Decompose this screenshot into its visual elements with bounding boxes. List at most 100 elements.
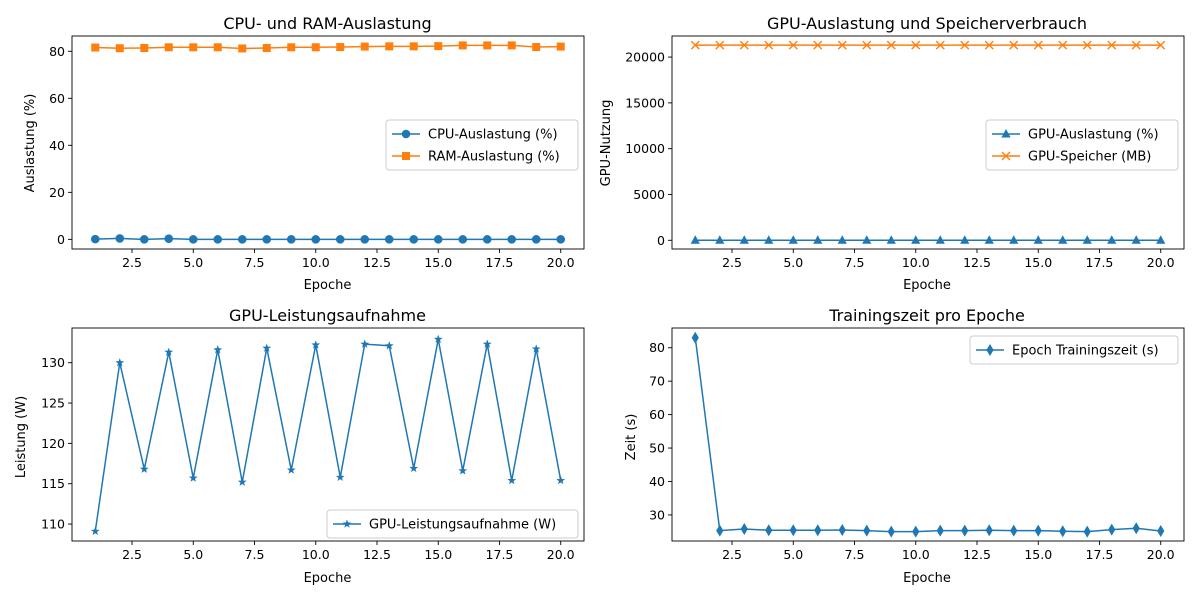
axes-frame <box>671 327 1185 542</box>
x-tick-label: 12.5 <box>363 547 391 562</box>
data-point <box>1010 524 1018 537</box>
y-axis-label: Zeit (s) <box>624 414 639 461</box>
marker-stroke <box>1001 151 1011 161</box>
data-point <box>507 235 517 244</box>
marker-stroke <box>788 40 798 50</box>
data-point <box>311 43 320 52</box>
data-point <box>739 40 749 50</box>
y-tick-label: 125 <box>41 396 65 411</box>
data-point <box>433 334 443 344</box>
x-tick-label: 7.5 <box>245 255 265 270</box>
data-point <box>286 235 296 244</box>
y-tick-label: 0 <box>657 233 665 248</box>
data-point <box>188 235 198 244</box>
data-point <box>985 524 993 537</box>
data-point <box>336 43 345 52</box>
data-point <box>556 475 566 485</box>
y-tick-label: 110 <box>41 517 65 532</box>
axes-frame <box>71 327 585 542</box>
data-point <box>960 235 970 244</box>
data-point <box>409 235 419 244</box>
legend-label: CPU-Auslastung (%) <box>428 128 558 143</box>
x-tick-label: 10.0 <box>902 255 930 270</box>
y-tick-label: 80 <box>649 340 665 355</box>
data-point <box>788 40 798 50</box>
data-point <box>188 473 198 482</box>
marker-stroke <box>1033 40 1043 50</box>
x-tick-label: 5.0 <box>183 547 203 562</box>
chart-gpu-memory: GPU-Auslastung und Speicherverbrauch Epo… <box>599 14 1185 293</box>
data-point <box>715 40 725 50</box>
marker-stroke <box>1131 40 1141 50</box>
data-point <box>1033 40 1043 50</box>
data-point <box>556 42 565 51</box>
data-point <box>690 40 700 50</box>
data-point <box>360 235 370 244</box>
data-point <box>458 466 468 475</box>
legend-label: GPU-Leistungsaufnahme (W) <box>369 518 556 533</box>
marker-stroke <box>1107 40 1117 50</box>
x-tick-label: 7.5 <box>245 547 265 562</box>
x-tick-label: 2.5 <box>122 547 142 562</box>
data-point <box>813 235 823 244</box>
y-tick-label: 50 <box>649 441 665 456</box>
y-axis-label: Leistung (W) <box>14 396 29 478</box>
data-point <box>409 463 419 473</box>
data-point <box>1009 40 1019 50</box>
legend-item: GPU-Leistungsaufnahme (W) <box>333 518 556 533</box>
data-point <box>532 43 541 52</box>
y-tick-label: 60 <box>49 91 65 106</box>
data-point <box>507 41 516 50</box>
data-point <box>482 339 492 348</box>
data-point <box>164 347 174 356</box>
data-point <box>164 234 174 243</box>
data-point <box>90 526 100 536</box>
data-point <box>739 235 749 244</box>
marker-stroke <box>764 40 774 50</box>
data-point <box>1083 525 1091 538</box>
data-point <box>262 43 271 52</box>
x-axis-label: Epoche <box>903 278 951 293</box>
x-tick-label: 17.5 <box>486 255 514 270</box>
legend-box <box>385 119 579 171</box>
series-line <box>94 339 562 532</box>
data-point <box>788 235 798 244</box>
y-tick-label: 115 <box>41 476 65 491</box>
y-tick-label: 130 <box>41 355 65 370</box>
data-point <box>360 42 369 51</box>
x-tick-label: 10.0 <box>302 547 330 562</box>
data-point <box>384 235 394 244</box>
data-point <box>1132 522 1140 535</box>
y-tick-label: 20000 <box>625 50 665 65</box>
data-point <box>935 235 945 244</box>
data-point <box>1001 151 1011 161</box>
data-point <box>262 235 272 244</box>
x-tick-label: 5.0 <box>183 255 203 270</box>
y-axis-label: Auslastung (%) <box>23 94 38 193</box>
x-tick-label: 15.0 <box>424 255 452 270</box>
data-point <box>911 235 921 244</box>
x-tick-label: 17.5 <box>1086 255 1114 270</box>
legend: CPU-Auslastung (%) RAM-Auslastung (%) <box>385 119 579 171</box>
data-point <box>1108 523 1116 536</box>
data-point <box>556 235 566 244</box>
data-point <box>360 339 370 348</box>
y-tick-label: 60 <box>649 407 665 422</box>
marker-stroke <box>911 40 921 50</box>
data-point <box>814 524 822 537</box>
x-tick-label: 7.5 <box>845 255 865 270</box>
legend-item: CPU-Auslastung (%) <box>392 128 558 143</box>
data-point <box>213 345 223 354</box>
data-point <box>458 41 467 50</box>
marker-stroke <box>862 40 872 50</box>
data-point <box>213 43 222 52</box>
series-line <box>95 44 561 50</box>
data-point <box>115 358 125 367</box>
marker-stroke <box>1082 40 1092 50</box>
data-point <box>342 519 352 528</box>
x-tick-label: 7.5 <box>845 547 865 562</box>
chart-cpu-ram: CPU- und RAM-Auslastung Epoche Auslastun… <box>23 14 585 293</box>
chart-title: CPU- und RAM-Auslastung <box>223 14 431 33</box>
data-point <box>1107 40 1117 50</box>
axes-frame <box>671 35 1185 250</box>
